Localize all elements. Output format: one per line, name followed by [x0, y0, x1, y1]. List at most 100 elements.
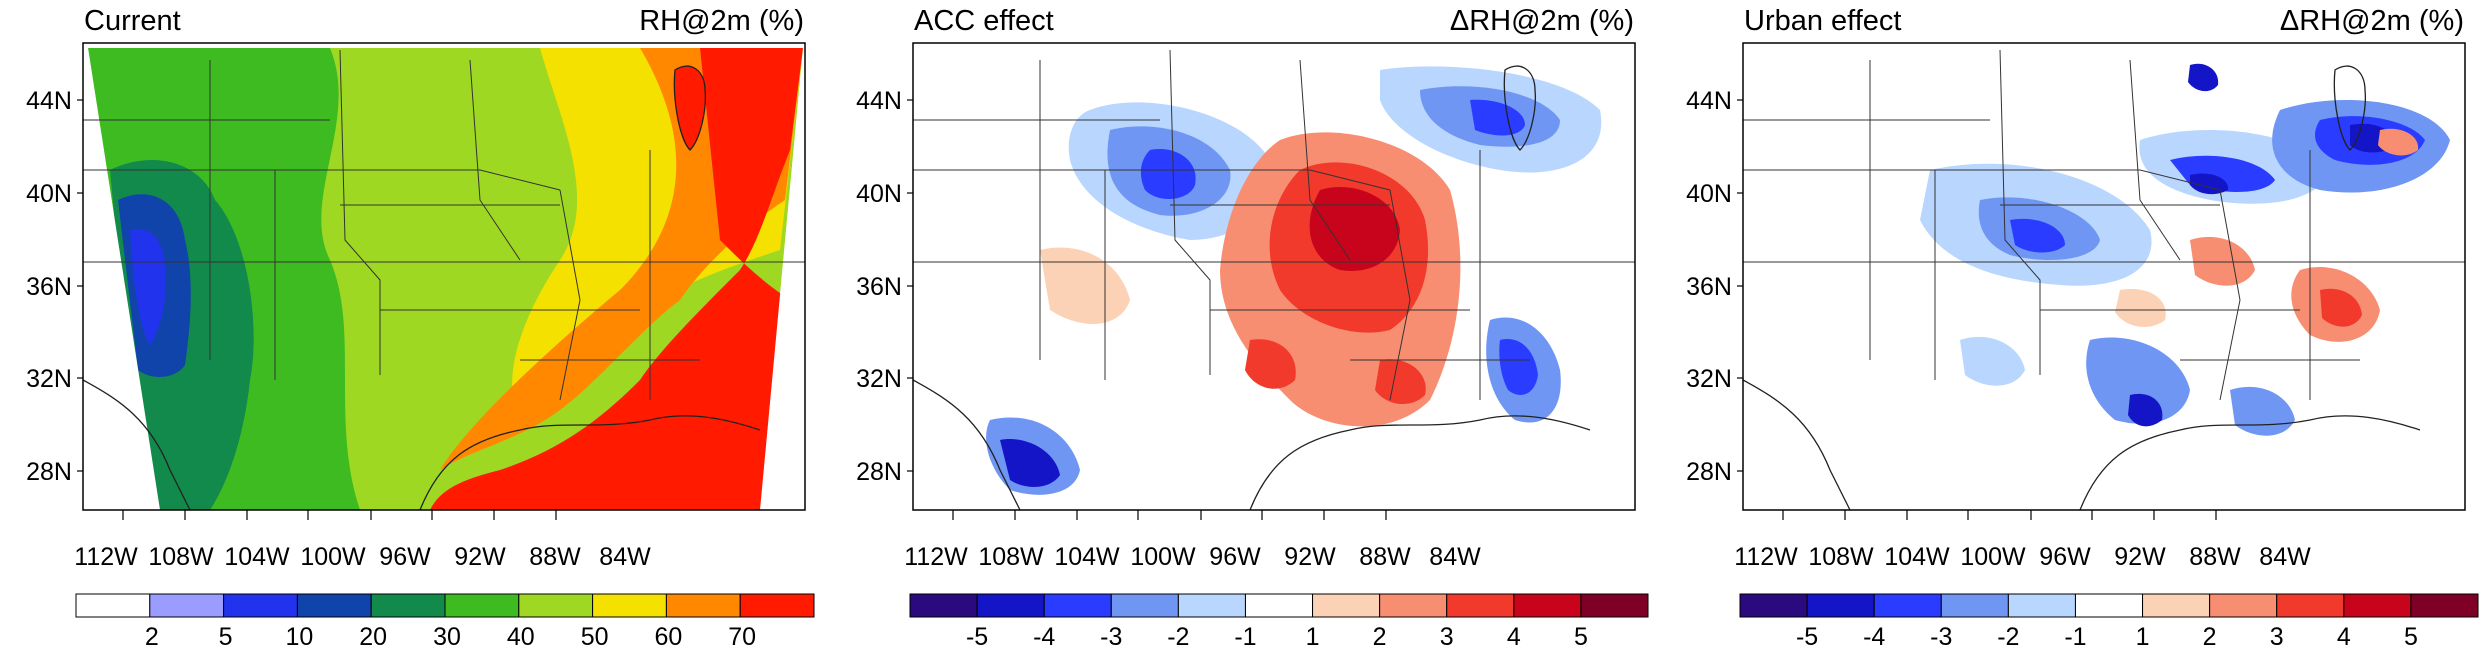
- colorbar-swatch: [1580, 593, 1649, 618]
- y-tick-label: 36N: [26, 273, 72, 301]
- colorbar-label: 5: [2404, 623, 2418, 646]
- coastlines: [83, 65, 761, 510]
- colorbar: -5 -4 -3 -2 -1 1 2 3 4 5: [909, 593, 1649, 646]
- y-tick-label: 28N: [26, 458, 72, 486]
- colorbar-label: 20: [359, 623, 387, 646]
- colorbar-label: 70: [728, 623, 756, 646]
- x-tick-label: 104W: [1054, 543, 1120, 571]
- colorbar-label: -3: [1930, 623, 1952, 646]
- colorbar-swatch: [2410, 593, 2479, 618]
- map-field: [913, 43, 1635, 510]
- colorbar-swatch: [1043, 593, 1112, 618]
- x-tick-label: 96W: [2039, 543, 2091, 571]
- colorbar-swatch: [976, 593, 1045, 618]
- x-tick-label: 108W: [1808, 543, 1874, 571]
- map-frame: [912, 42, 1636, 511]
- x-tick-label: 104W: [1884, 543, 1950, 571]
- colorbar-label: -5: [966, 623, 988, 646]
- x-tick-label: 88W: [1359, 543, 1411, 571]
- colorbar-swatch: [370, 593, 446, 618]
- state-boundaries: [1743, 49, 2465, 401]
- x-tick-label: 92W: [2114, 543, 2166, 571]
- y-tick-label: 44N: [856, 87, 902, 115]
- y-tick-label: 40N: [1686, 180, 1732, 208]
- colorbar-label: 1: [1306, 623, 1320, 646]
- x-tick-label: 84W: [2259, 543, 2311, 571]
- x-tick-label: 100W: [300, 543, 366, 571]
- map-field: [1743, 43, 2465, 510]
- colorbar-label: 50: [581, 623, 609, 646]
- colorbar-swatch: [1513, 593, 1582, 618]
- colorbar-label: -1: [2064, 623, 2086, 646]
- x-tick-label: 88W: [529, 543, 581, 571]
- x-tick-label: 100W: [1960, 543, 2026, 571]
- colorbar-swatch: [2209, 593, 2278, 618]
- domain-mask-left: [83, 43, 160, 510]
- map-field: [83, 43, 805, 510]
- panel-variable-label: RH@2m (%): [639, 5, 804, 37]
- x-tick-label: 84W: [599, 543, 651, 571]
- y-tick-label: 44N: [26, 87, 72, 115]
- colorbar-swatch: [2343, 593, 2412, 618]
- domain-mask-right: [760, 43, 805, 510]
- colorbar-swatch: [296, 593, 372, 618]
- y-axis: 44N 40N 36N 32N 28N: [26, 87, 83, 486]
- colorbar-swatch: [1177, 593, 1246, 618]
- field-region-5-10: [130, 229, 166, 345]
- state-boundaries: [913, 49, 1635, 401]
- y-tick-label: 40N: [26, 180, 72, 208]
- field-region-over-70-lake: [674, 66, 706, 150]
- negative-anomaly-regions: [986, 66, 1602, 495]
- coastlines: [1743, 65, 2421, 510]
- y-tick-label: 32N: [1686, 365, 1732, 393]
- colorbar-label: -4: [1033, 623, 1055, 646]
- colorbar-label: 10: [285, 623, 313, 646]
- y-tick-label: 36N: [1686, 273, 1732, 301]
- colorbar-swatch: [2007, 593, 2076, 618]
- panel-title: ACC effect: [914, 5, 1054, 37]
- colorbar-label: 1: [2136, 623, 2150, 646]
- colorbar: 2 5 10 20 30 40 50 60 70: [75, 593, 815, 646]
- positive-anomaly-regions: [2115, 128, 2419, 342]
- x-tick-label: 112W: [904, 543, 968, 571]
- colorbar-swatch: [1110, 593, 1179, 618]
- panel-acc-effect: ACC effect ΔRH@2m (%): [856, 5, 1649, 646]
- colorbar-label: 4: [1507, 623, 1521, 646]
- colorbar-swatch: [1739, 593, 1808, 618]
- colorbar-swatch: [1873, 593, 1942, 618]
- colorbar-swatch: [75, 593, 151, 618]
- map-frame: [82, 42, 806, 511]
- panel-current: Current RH@2m (%): [26, 5, 815, 646]
- panel-variable-label: ΔRH@2m (%): [1450, 5, 1634, 37]
- colorbar-swatch: [518, 593, 594, 618]
- x-tick-label: 100W: [1130, 543, 1196, 571]
- field-region-over-70: [430, 48, 803, 510]
- colorbar-swatch: [1244, 593, 1314, 618]
- colorbar-swatch: [1940, 593, 2009, 618]
- colorbar-label: -1: [1234, 623, 1256, 646]
- colorbar-swatch: [1312, 593, 1381, 618]
- x-axis: 112W 108W 104W 100W 96W 92W 88W 84W: [1734, 510, 2311, 571]
- y-tick-label: 32N: [856, 365, 902, 393]
- colorbar-label: 5: [1574, 623, 1588, 646]
- colorbar-swatch: [739, 593, 815, 618]
- colorbar-swatch: [1806, 593, 1875, 618]
- colorbar-label: 2: [145, 623, 159, 646]
- y-axis: 44N 40N 36N 32N 28N: [1686, 87, 1743, 486]
- colorbar-swatch: [665, 593, 741, 618]
- colorbar-label: 3: [1440, 623, 1454, 646]
- x-tick-label: 84W: [1429, 543, 1481, 571]
- y-axis: 44N 40N 36N 32N 28N: [856, 87, 913, 486]
- x-tick-label: 112W: [1734, 543, 1798, 571]
- colorbar-label: 2: [1373, 623, 1387, 646]
- colorbar-swatch: [909, 593, 978, 618]
- y-tick-label: 36N: [856, 273, 902, 301]
- colorbar-label: 40: [507, 623, 535, 646]
- colorbar-swatch: [2142, 593, 2211, 618]
- x-axis: 112W 108W 104W 100W 96W 92W 88W 84W: [74, 510, 651, 571]
- x-tick-label: 112W: [74, 543, 138, 571]
- state-boundaries: [83, 49, 805, 401]
- colorbar-swatch: [2074, 593, 2144, 618]
- colorbar-label: 5: [219, 623, 233, 646]
